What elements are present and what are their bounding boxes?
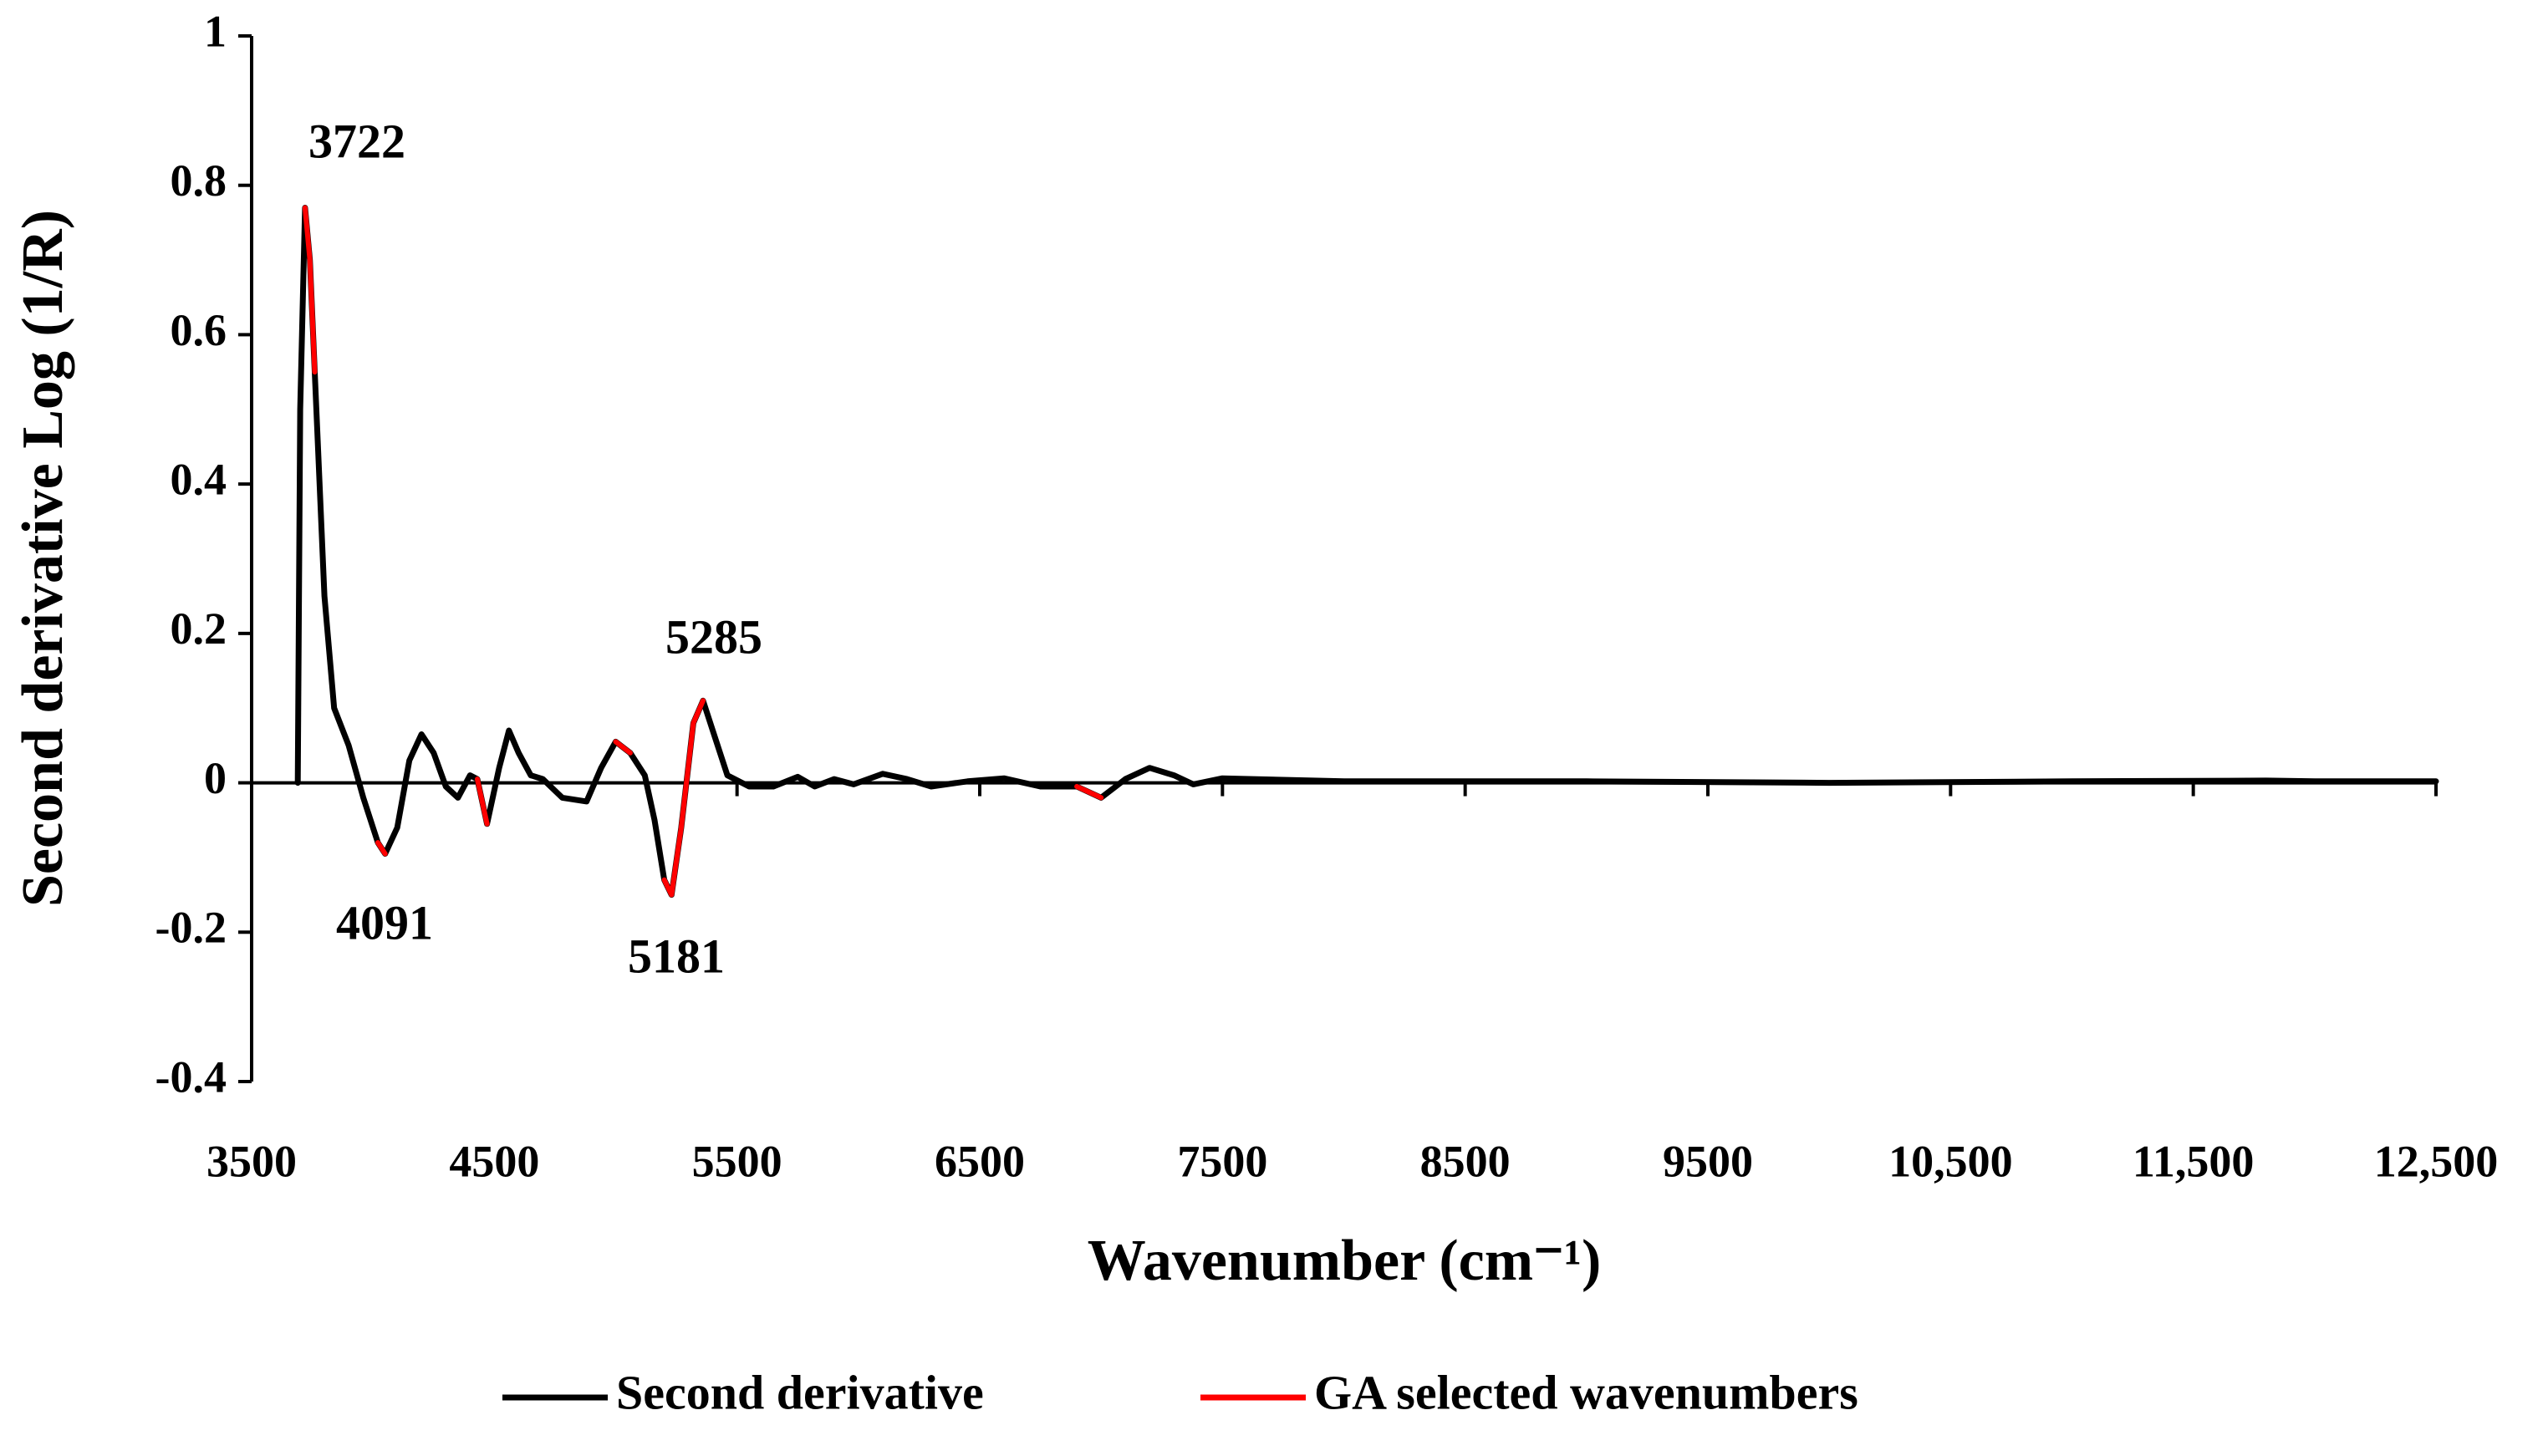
y-tick-label: 0.8 xyxy=(171,155,227,206)
y-tick-label: 0.4 xyxy=(171,455,227,505)
annotation: 5181 xyxy=(628,929,725,983)
annotation: 4091 xyxy=(336,895,433,949)
x-tick-label: 9500 xyxy=(1663,1136,1753,1186)
legend-label: Second derivative xyxy=(616,1365,984,1419)
x-tick-label: 8500 xyxy=(1420,1136,1511,1186)
y-tick-label: 0.2 xyxy=(171,603,227,654)
data-line xyxy=(294,205,2439,899)
x-tick-label: 3500 xyxy=(206,1136,297,1186)
y-tick-label: 0.6 xyxy=(171,305,227,355)
x-tick-label: 4500 xyxy=(449,1136,539,1186)
x-tick-label: 12,500 xyxy=(2374,1136,2499,1186)
y-tick-label: 0 xyxy=(204,753,227,803)
annotation: 3722 xyxy=(308,114,405,168)
x-tick-label: 5500 xyxy=(692,1136,782,1186)
x-tick-label: 10,500 xyxy=(1888,1136,2013,1186)
x-axis-title: Wavenumber (cm⁻¹) xyxy=(1088,1229,1602,1293)
x-tick-label: 11,500 xyxy=(2133,1136,2255,1186)
y-tick-label: -0.2 xyxy=(155,903,227,953)
data-line xyxy=(302,205,1104,898)
y-axis-title: Second derivative Log (1/R) xyxy=(11,210,75,907)
y-tick-label: -0.4 xyxy=(155,1051,227,1102)
x-tick-label: 7500 xyxy=(1177,1136,1267,1186)
y-tick-label: 1 xyxy=(204,6,227,56)
x-tick-label: 6500 xyxy=(935,1136,1025,1186)
legend-label: GA selected wavenumbers xyxy=(1314,1365,1858,1419)
annotation: 5285 xyxy=(665,609,762,664)
